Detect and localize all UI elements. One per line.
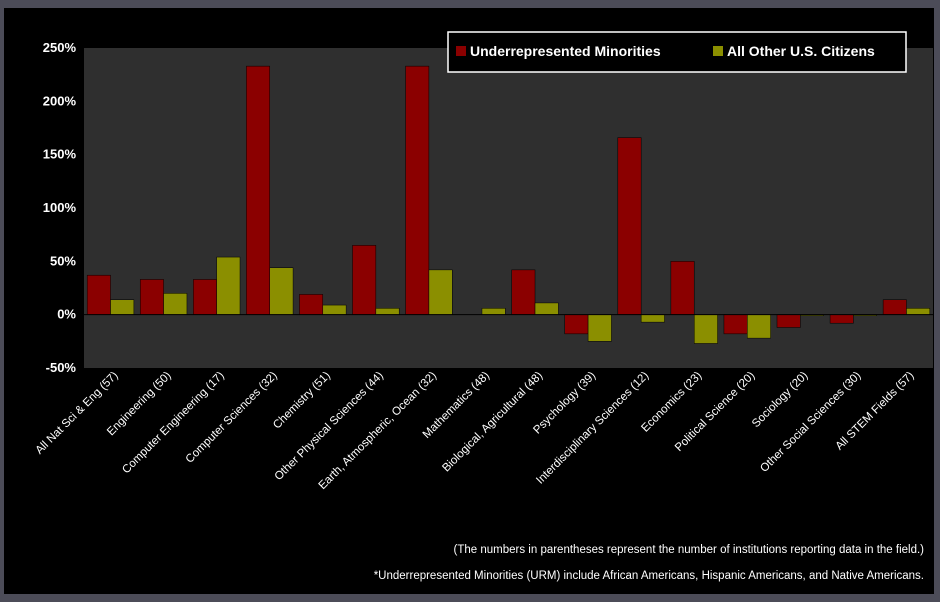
bar-urm bbox=[193, 279, 217, 315]
y-tick-label: 0% bbox=[57, 307, 76, 322]
bar-urm bbox=[670, 261, 695, 315]
legend-box bbox=[447, 31, 907, 73]
x-category-label: Earth, Atmospheric, Ocean (32) bbox=[317, 370, 440, 493]
footnote-urm-definition: *Underrepresented Minorities (URM) inclu… bbox=[373, 570, 924, 582]
x-category-label: Biological, Agricultural (48) bbox=[440, 370, 545, 475]
bar-other-citizens bbox=[216, 256, 241, 315]
bar-urm bbox=[723, 314, 748, 335]
bar-urm bbox=[352, 245, 377, 315]
bar-other-citizens bbox=[534, 302, 559, 315]
footnote-institutions: (The numbers in parentheses represent th… bbox=[453, 544, 924, 556]
x-category-label: Interdisciplinary Sciences (12) bbox=[534, 370, 651, 487]
legend: Underrepresented Minorities All Other U.… bbox=[447, 31, 907, 73]
plot-area bbox=[84, 48, 933, 368]
y-tick-label: 50% bbox=[50, 253, 76, 268]
bar-urm bbox=[246, 65, 270, 315]
x-category-label: Sociology (20) bbox=[750, 370, 811, 431]
x-category-label: Other Social Sciences (30) bbox=[758, 370, 863, 475]
y-tick-label: -50% bbox=[46, 360, 77, 375]
bar-urm bbox=[617, 137, 642, 315]
x-category-label: Other Physical Sciences (44) bbox=[273, 370, 386, 483]
bar-other-citizens bbox=[587, 314, 612, 342]
x-axis-labels: All Nat Sci & Eng (57)Engineering (50)Co… bbox=[34, 370, 917, 493]
bars bbox=[86, 65, 931, 344]
bar-urm bbox=[405, 65, 430, 315]
bar-urm bbox=[776, 314, 801, 328]
y-axis-ticks: 250% 200% 150% 100% 50% 0% -50% bbox=[43, 40, 77, 375]
legend-swatch-other bbox=[713, 46, 723, 56]
bar-other-citizens bbox=[747, 314, 771, 339]
bar-urm bbox=[829, 314, 854, 324]
x-category-label: Computer Engineering (17) bbox=[120, 370, 227, 477]
bar-other-citizens bbox=[428, 269, 453, 315]
bar-other-citizens bbox=[269, 267, 294, 315]
y-tick-label: 200% bbox=[43, 93, 77, 108]
bar-other-citizens bbox=[640, 314, 665, 323]
bar-urm bbox=[564, 314, 589, 335]
chart-panel: 250% 200% 150% 100% 50% 0% -50% All Nat Sci & … bbox=[4, 8, 934, 594]
bar-urm bbox=[511, 269, 536, 315]
y-tick-label: 100% bbox=[43, 200, 77, 215]
bar-chart: 250% 200% 150% 100% 50% 0% -50% All Nat Sci & … bbox=[34, 31, 933, 493]
bar-other-citizens bbox=[906, 308, 931, 315]
bar-other-citizens bbox=[163, 293, 188, 315]
bar-urm bbox=[86, 274, 111, 315]
bar-other-citizens bbox=[110, 299, 135, 315]
y-tick-label: 150% bbox=[43, 147, 77, 162]
bar-urm bbox=[299, 294, 324, 315]
x-category-label: Computer Sciences (32) bbox=[184, 370, 280, 466]
bar-other-citizens bbox=[481, 308, 506, 315]
bar-other-citizens bbox=[322, 304, 347, 315]
legend-label-urm: Underrepresented Minorities bbox=[470, 43, 661, 59]
legend-swatch-urm bbox=[456, 46, 466, 56]
bar-urm bbox=[139, 279, 164, 315]
bar-other-citizens bbox=[375, 308, 400, 315]
bar-other-citizens bbox=[693, 314, 718, 344]
x-category-label: All Nat Sci & Eng (57) bbox=[34, 370, 121, 457]
bar-urm bbox=[882, 299, 907, 315]
y-tick-label: 250% bbox=[43, 40, 77, 55]
legend-label-other: All Other U.S. Citizens bbox=[727, 43, 875, 59]
